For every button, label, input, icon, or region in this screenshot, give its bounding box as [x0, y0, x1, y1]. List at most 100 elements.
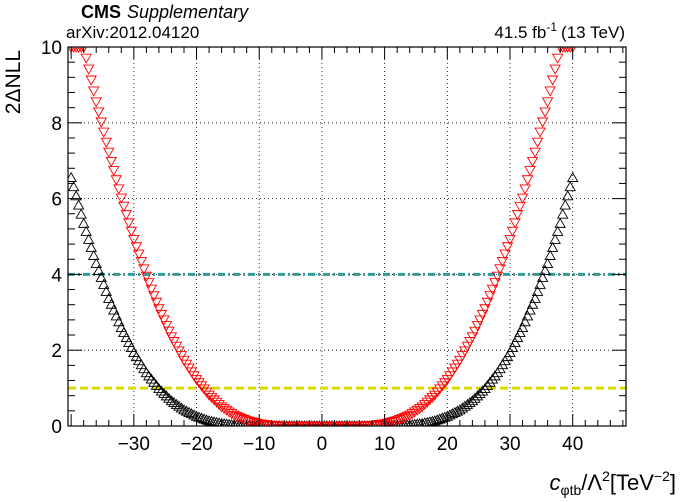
data-point	[386, 417, 398, 426]
data-point	[531, 137, 544, 148]
data-point	[85, 241, 97, 252]
data-point	[408, 407, 421, 418]
data-point	[484, 291, 496, 302]
data-point	[406, 409, 418, 420]
data-point	[416, 402, 429, 413]
data-point	[466, 395, 479, 406]
data-point	[102, 147, 115, 158]
data-point	[158, 387, 170, 398]
plot-frame	[67, 46, 627, 427]
data-point	[413, 404, 426, 415]
data-point	[559, 199, 571, 210]
data-point	[546, 75, 559, 86]
data-point	[469, 326, 481, 337]
data-point	[193, 378, 205, 389]
data-point	[115, 193, 128, 204]
x-label-base: c	[550, 470, 561, 495]
data-point	[511, 331, 524, 343]
data-point	[541, 97, 554, 108]
x-tick-label: 0	[317, 434, 328, 455]
data-point	[240, 416, 253, 426]
data-point	[396, 413, 408, 425]
x-label-sup: 2	[602, 468, 610, 484]
data-point	[143, 278, 155, 289]
data-point	[90, 97, 102, 108]
data-point	[153, 382, 165, 394]
data-point	[120, 210, 133, 221]
data-point	[107, 304, 120, 315]
data-point	[165, 395, 178, 406]
data-point	[418, 400, 431, 411]
data-point	[526, 298, 539, 309]
data-point	[466, 332, 479, 343]
data-point	[190, 375, 203, 386]
data-point	[148, 291, 160, 302]
data-point	[215, 402, 228, 413]
data-point	[211, 416, 222, 426]
data-point	[489, 370, 501, 381]
data-point	[554, 217, 566, 228]
data-point	[153, 304, 165, 315]
data-point	[541, 257, 554, 268]
data-point	[569, 47, 577, 53]
data-point	[451, 405, 464, 416]
data-point	[198, 413, 210, 424]
data-point	[536, 271, 549, 282]
data-point	[391, 416, 403, 426]
x-tick-label: −10	[243, 434, 275, 455]
data-point	[130, 242, 143, 253]
x-tick-label: 40	[562, 434, 583, 455]
x-label-sub: φtb	[561, 482, 582, 498]
data-point	[474, 315, 486, 326]
data-point	[526, 156, 539, 168]
data-point	[486, 284, 499, 295]
data-point	[383, 418, 396, 426]
data-point	[220, 405, 233, 416]
data-point	[140, 367, 153, 378]
data-point	[549, 64, 561, 75]
data-point	[68, 171, 77, 182]
data-point	[105, 156, 118, 168]
data-point	[471, 321, 484, 332]
data-point	[423, 395, 436, 406]
data-point	[454, 404, 466, 415]
data-point	[436, 412, 449, 423]
data-point	[110, 310, 123, 321]
data-point	[218, 404, 230, 415]
data-point	[544, 249, 556, 260]
data-point	[80, 53, 92, 64]
lumi-value: 41.5 fb	[494, 23, 546, 42]
data-point	[516, 321, 529, 333]
data-point	[504, 234, 516, 246]
data-point	[113, 184, 125, 195]
data-point	[87, 249, 100, 260]
data-point	[102, 292, 115, 303]
data-point	[95, 271, 108, 282]
series-1	[68, 47, 577, 426]
data-point	[82, 64, 95, 75]
lumi-exponent: -1	[546, 20, 557, 34]
data-point	[107, 166, 120, 177]
data-point	[506, 341, 519, 353]
data-point	[163, 326, 175, 337]
data-point	[504, 346, 516, 358]
y-tick-label: 6	[51, 190, 62, 211]
data-point	[428, 390, 441, 401]
data-point	[163, 392, 175, 403]
data-point	[536, 117, 549, 128]
data-point	[155, 385, 168, 396]
data-point	[496, 257, 509, 268]
x-tick-label: 30	[499, 434, 520, 455]
x-axis-label: cφtb/Λ2[TeV−2]	[550, 468, 677, 498]
data-point	[100, 137, 113, 148]
data-point	[501, 242, 514, 253]
data-point	[516, 193, 529, 204]
data-point	[417, 417, 427, 426]
data-point	[100, 285, 113, 296]
lumi-label: 41.5 fb-1 (13 TeV)	[494, 20, 625, 42]
supplementary-label: Supplementary	[127, 2, 249, 22]
data-point	[564, 181, 576, 192]
data-point	[128, 234, 140, 246]
data-point	[90, 257, 102, 268]
data-point	[105, 298, 118, 309]
